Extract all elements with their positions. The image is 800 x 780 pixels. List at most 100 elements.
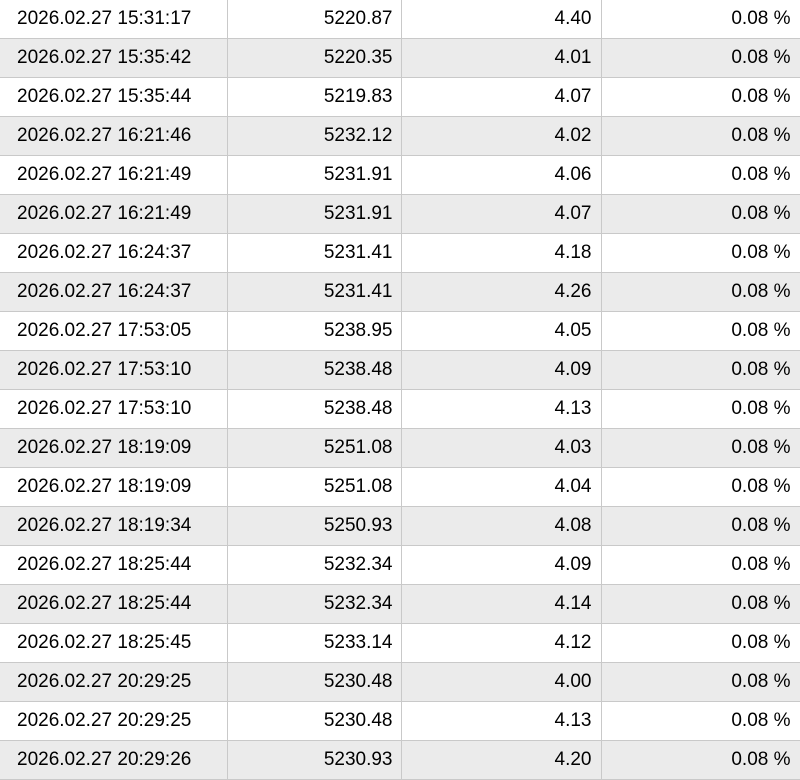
cell-price: 5231.41 (227, 233, 402, 273)
cell-price: 5231.91 (227, 194, 402, 234)
cell-price: 5219.83 (227, 77, 402, 117)
cell-datetime: 2026.02.27 18:25:45 (0, 623, 228, 663)
cell-datetime: 2026.02.27 18:19:09 (0, 428, 228, 468)
cell-spread: 4.13 (401, 389, 602, 429)
table-row[interactable]: 2026.02.27 20:29:25 5230.48 4.13 0.08 % (0, 701, 800, 741)
cell-price: 5232.12 (227, 116, 402, 156)
table-row[interactable]: 2026.02.27 20:29:26 5230.93 4.20 0.08 % (0, 740, 800, 780)
cell-spread: 4.04 (401, 467, 602, 507)
cell-datetime: 2026.02.27 18:25:44 (0, 584, 228, 624)
cell-percent: 0.08 % (601, 740, 800, 780)
table-row[interactable]: 2026.02.27 15:35:44 5219.83 4.07 0.08 % (0, 77, 800, 117)
table-row[interactable]: 2026.02.27 16:24:37 5231.41 4.18 0.08 % (0, 233, 800, 273)
table-row[interactable]: 2026.02.27 17:53:10 5238.48 4.09 0.08 % (0, 350, 800, 390)
cell-spread: 4.14 (401, 584, 602, 624)
cell-datetime: 2026.02.27 20:29:26 (0, 740, 228, 780)
cell-price: 5220.87 (227, 0, 402, 39)
table-row[interactable]: 2026.02.27 15:35:42 5220.35 4.01 0.08 % (0, 38, 800, 78)
cell-datetime: 2026.02.27 17:53:10 (0, 350, 228, 390)
cell-spread: 4.18 (401, 233, 602, 273)
table-row[interactable]: 2026.02.27 18:25:45 5233.14 4.12 0.08 % (0, 623, 800, 663)
cell-percent: 0.08 % (601, 38, 800, 78)
cell-datetime: 2026.02.27 15:31:17 (0, 0, 228, 39)
cell-datetime: 2026.02.27 17:53:05 (0, 311, 228, 351)
cell-price: 5231.41 (227, 272, 402, 312)
cell-price: 5251.08 (227, 467, 402, 507)
cell-percent: 0.08 % (601, 545, 800, 585)
cell-price: 5238.48 (227, 389, 402, 429)
cell-spread: 4.13 (401, 701, 602, 741)
cell-percent: 0.08 % (601, 623, 800, 663)
cell-percent: 0.08 % (601, 584, 800, 624)
cell-spread: 4.09 (401, 545, 602, 585)
cell-spread: 4.05 (401, 311, 602, 351)
table-row[interactable]: 2026.02.27 20:29:25 5230.48 4.00 0.08 % (0, 662, 800, 702)
cell-spread: 4.00 (401, 662, 602, 702)
cell-price: 5230.48 (227, 701, 402, 741)
cell-spread: 4.08 (401, 506, 602, 546)
cell-datetime: 2026.02.27 16:21:46 (0, 116, 228, 156)
cell-datetime: 2026.02.27 18:19:34 (0, 506, 228, 546)
cell-spread: 4.26 (401, 272, 602, 312)
table-row[interactable]: 2026.02.27 18:19:09 5251.08 4.03 0.08 % (0, 428, 800, 468)
cell-datetime: 2026.02.27 16:24:37 (0, 233, 228, 273)
cell-percent: 0.08 % (601, 116, 800, 156)
cell-price: 5232.34 (227, 584, 402, 624)
cell-percent: 0.08 % (601, 272, 800, 312)
cell-price: 5238.48 (227, 350, 402, 390)
cell-percent: 0.08 % (601, 701, 800, 741)
cell-spread: 4.40 (401, 0, 602, 39)
cell-spread: 4.01 (401, 38, 602, 78)
cell-price: 5250.93 (227, 506, 402, 546)
cell-price: 5251.08 (227, 428, 402, 468)
table-row[interactable]: 2026.02.27 17:53:10 5238.48 4.13 0.08 % (0, 389, 800, 429)
cell-datetime: 2026.02.27 20:29:25 (0, 701, 228, 741)
cell-datetime: 2026.02.27 20:29:25 (0, 662, 228, 702)
cell-spread: 4.06 (401, 155, 602, 195)
table-row[interactable]: 2026.02.27 18:19:34 5250.93 4.08 0.08 % (0, 506, 800, 546)
cell-price: 5232.34 (227, 545, 402, 585)
table-row[interactable]: 2026.02.27 16:21:46 5232.12 4.02 0.08 % (0, 116, 800, 156)
cell-datetime: 2026.02.27 16:21:49 (0, 155, 228, 195)
cell-percent: 0.08 % (601, 467, 800, 507)
cell-price: 5233.14 (227, 623, 402, 663)
table-row[interactable]: 2026.02.27 17:53:05 5238.95 4.05 0.08 % (0, 311, 800, 351)
table-row[interactable]: 2026.02.27 18:25:44 5232.34 4.09 0.08 % (0, 545, 800, 585)
cell-percent: 0.08 % (601, 662, 800, 702)
table-row[interactable]: 2026.02.27 16:21:49 5231.91 4.06 0.08 % (0, 155, 800, 195)
cell-percent: 0.08 % (601, 389, 800, 429)
cell-price: 5231.91 (227, 155, 402, 195)
cell-datetime: 2026.02.27 15:35:42 (0, 38, 228, 78)
cell-datetime: 2026.02.27 18:19:09 (0, 467, 228, 507)
cell-percent: 0.08 % (601, 428, 800, 468)
cell-datetime: 2026.02.27 16:21:49 (0, 194, 228, 234)
cell-spread: 4.09 (401, 350, 602, 390)
cell-percent: 0.08 % (601, 77, 800, 117)
table-row[interactable]: 2026.02.27 16:21:49 5231.91 4.07 0.08 % (0, 194, 800, 234)
cell-percent: 0.08 % (601, 311, 800, 351)
cell-price: 5230.93 (227, 740, 402, 780)
table-row[interactable]: 2026.02.27 18:19:09 5251.08 4.04 0.08 % (0, 467, 800, 507)
cell-percent: 0.08 % (601, 233, 800, 273)
cell-percent: 0.08 % (601, 0, 800, 39)
table-row[interactable]: 2026.02.27 15:31:17 5220.87 4.40 0.08 % (0, 0, 800, 39)
cell-percent: 0.08 % (601, 194, 800, 234)
table-row[interactable]: 2026.02.27 18:25:44 5232.34 4.14 0.08 % (0, 584, 800, 624)
cell-spread: 4.07 (401, 194, 602, 234)
cell-price: 5238.95 (227, 311, 402, 351)
cell-datetime: 2026.02.27 15:35:44 (0, 77, 228, 117)
cell-spread: 4.07 (401, 77, 602, 117)
cell-spread: 4.20 (401, 740, 602, 780)
cell-datetime: 2026.02.27 18:25:44 (0, 545, 228, 585)
cell-spread: 4.12 (401, 623, 602, 663)
cell-spread: 4.02 (401, 116, 602, 156)
table-row[interactable]: 2026.02.27 16:24:37 5231.41 4.26 0.08 % (0, 272, 800, 312)
cell-price: 5230.48 (227, 662, 402, 702)
cell-datetime: 2026.02.27 16:24:37 (0, 272, 228, 312)
cell-datetime: 2026.02.27 17:53:10 (0, 389, 228, 429)
cell-spread: 4.03 (401, 428, 602, 468)
cell-percent: 0.08 % (601, 506, 800, 546)
cell-percent: 0.08 % (601, 155, 800, 195)
